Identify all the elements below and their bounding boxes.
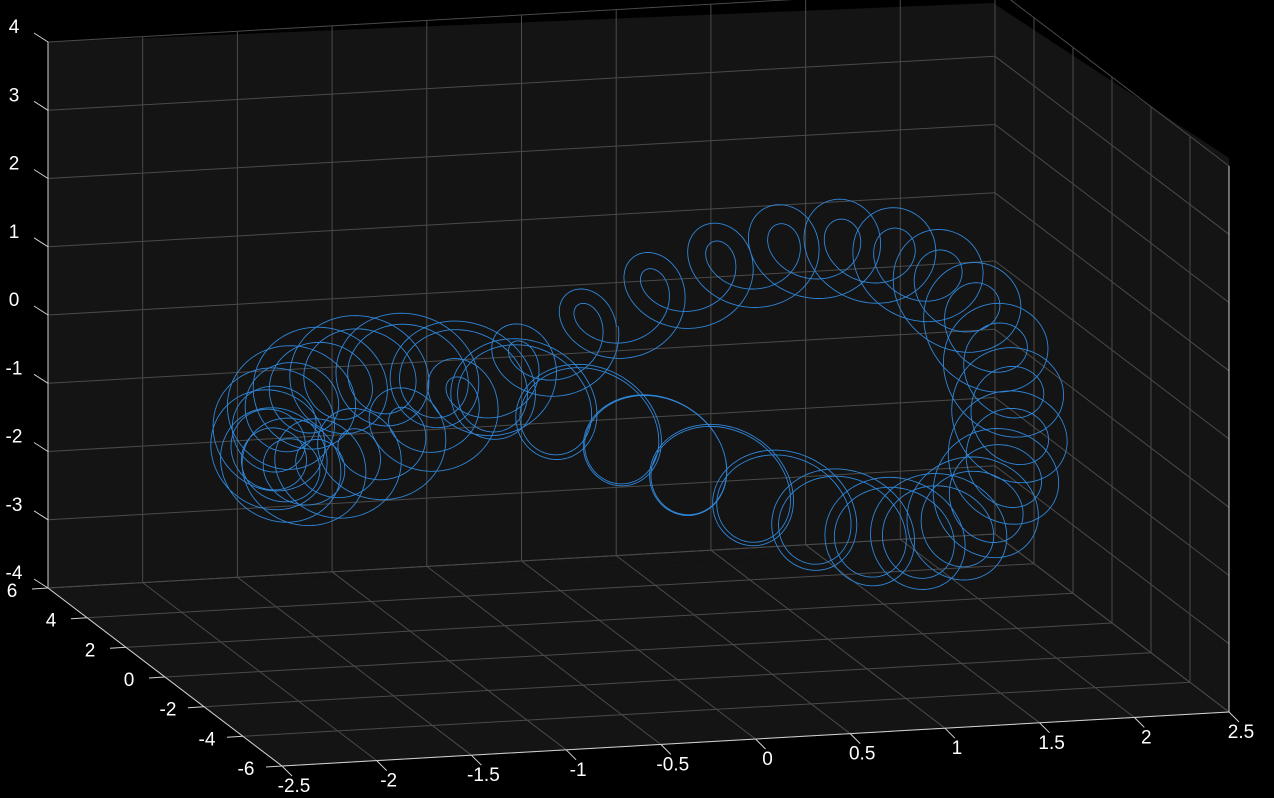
grid-line-y-floor <box>125 592 1074 648</box>
x-tick-label: 1 <box>952 738 963 759</box>
y-tick-label: 4 <box>46 611 57 632</box>
x-tick-label: 0.5 <box>849 744 875 765</box>
z-tick-label: 3 <box>9 85 20 106</box>
grid-line-z-back <box>47 260 996 316</box>
x-tick <box>755 738 766 750</box>
grid-line-z-back <box>47 328 996 384</box>
x-tick <box>471 754 482 766</box>
z-tick <box>33 100 49 111</box>
y-tick <box>148 676 166 679</box>
y-tick-label: -6 <box>238 759 255 780</box>
right-wall <box>993 3 1229 712</box>
x-tick <box>849 733 861 744</box>
x-tick <box>1039 722 1050 734</box>
series-line <box>210 198 1068 590</box>
grid-line-z-back <box>47 465 996 521</box>
x-tick-label: 0 <box>762 749 773 770</box>
grid-line-z-back <box>47 397 996 452</box>
x-tick <box>660 744 672 755</box>
grid-line-y-floor <box>242 681 1191 737</box>
x-tick-label: 2.5 <box>1228 722 1254 743</box>
grid-line-z-side <box>994 397 1230 576</box>
grid-line-z-side <box>994 533 1230 713</box>
x-tick-label: 1.5 <box>1038 733 1064 754</box>
z-tick <box>33 32 49 43</box>
y-tick-label: 0 <box>124 670 135 691</box>
z-tick <box>33 510 49 521</box>
z-tick-label: 0 <box>9 290 20 311</box>
grid-line-z-back <box>47 533 996 589</box>
y-tick-label: 6 <box>7 581 18 602</box>
z-tick-label: -2 <box>6 427 23 448</box>
grid-line-y-floor <box>86 563 1035 619</box>
grid-line-z-side <box>994 260 1230 440</box>
z-tick <box>33 442 49 452</box>
y-tick <box>109 646 127 649</box>
y-tick-label: -4 <box>199 729 216 750</box>
y-tick <box>226 735 244 738</box>
z-tick <box>33 373 49 384</box>
grid-line-z-side <box>1009 0 1230 167</box>
x-tick <box>281 765 293 777</box>
grid-line-z-side <box>994 55 1230 235</box>
z-tick-label: -3 <box>6 495 23 516</box>
z-tick-label: 2 <box>9 154 20 175</box>
y-tick <box>70 617 88 620</box>
x-tick <box>1133 717 1145 728</box>
grid-line-y-floor <box>164 622 1113 678</box>
x-tick-label: 2 <box>1141 727 1152 748</box>
x-tick <box>565 749 577 761</box>
y-tick-label: -2 <box>160 700 177 721</box>
grid-line-y-floor <box>203 652 1152 708</box>
grid-line-z-back <box>47 124 996 179</box>
grid-line-z-back <box>47 0 794 43</box>
y-tick <box>31 587 49 590</box>
x-tick <box>1228 711 1240 723</box>
x-tick-label: -1.5 <box>467 765 500 786</box>
z-tick-label: -1 <box>6 358 23 379</box>
grid-line-z-back <box>47 55 996 111</box>
y-tick <box>187 706 205 709</box>
x-tick-label: -2.5 <box>278 776 311 793</box>
x-tick <box>376 760 388 771</box>
z-tick-label: 1 <box>9 222 20 243</box>
z-tick <box>33 169 49 179</box>
y-tick-label: 2 <box>85 640 96 661</box>
z-tick <box>33 305 49 316</box>
grid-line-z-side <box>994 192 1230 372</box>
grid-line-z-back <box>47 192 996 248</box>
z-tick-label: -4 <box>6 563 23 584</box>
x-tick <box>944 727 956 739</box>
x-tick-label: -0.5 <box>656 754 689 775</box>
x-tick-label: -1 <box>570 760 587 781</box>
data-layer <box>210 198 1068 590</box>
axis-layer: -4 -3 -2 -1 0 1 2 3 4 -6 -4 -2 0 2 4 6 -2.5 -2 -1.5 -1 -0.5 0… <box>6 17 1255 797</box>
z-tick-label: 4 <box>9 17 20 38</box>
grid-line-z-side <box>994 124 1230 303</box>
floor <box>48 550 1229 766</box>
grid-line-z-side <box>994 328 1230 508</box>
z-tick <box>33 578 49 589</box>
x-tick-label: -2 <box>380 771 397 792</box>
z-tick <box>33 237 49 248</box>
y-tick <box>265 765 283 768</box>
